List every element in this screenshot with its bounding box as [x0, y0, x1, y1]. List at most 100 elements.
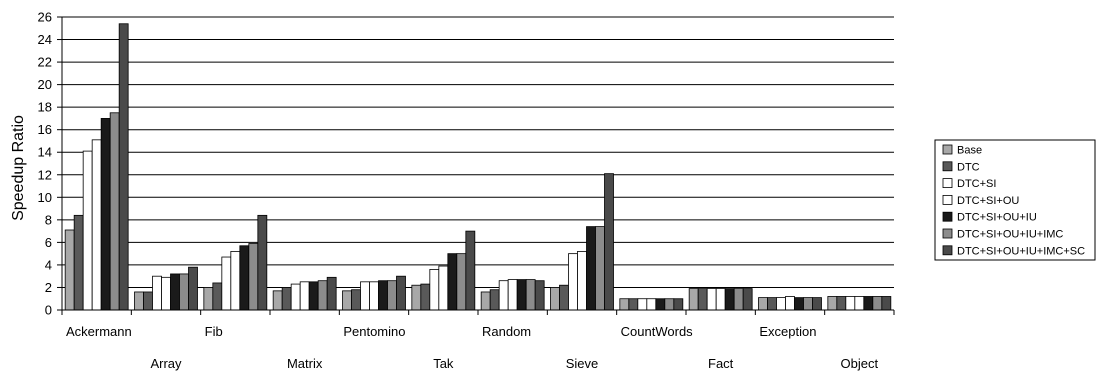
bar — [550, 287, 560, 311]
bar — [664, 298, 675, 311]
bar — [827, 296, 838, 311]
bar — [845, 296, 856, 311]
category-label: Ackermann — [66, 324, 132, 339]
bar — [785, 296, 795, 311]
bar — [299, 281, 310, 311]
x-axis-categories: Ackermann Array Fib Matrix Pentomino Tak Rando… — [66, 324, 879, 371]
bar-series — [64, 23, 892, 311]
bar — [706, 288, 717, 311]
legend-box — [934, 139, 1096, 261]
y-tick-label: 2 — [45, 280, 52, 295]
bar — [257, 214, 268, 311]
y-tick-label: 6 — [45, 235, 52, 250]
bar — [420, 283, 431, 311]
bar — [697, 288, 708, 311]
legend-swatch — [942, 211, 953, 222]
bar — [568, 253, 578, 311]
bar — [881, 296, 892, 311]
bar — [872, 296, 883, 311]
bar — [230, 250, 241, 311]
bar — [378, 280, 388, 311]
y-tick-label: 18 — [38, 100, 52, 115]
bar — [438, 265, 449, 311]
bar — [64, 229, 75, 311]
bar — [812, 297, 822, 311]
grid-lines — [62, 16, 894, 288]
bar — [637, 298, 648, 311]
bar — [586, 226, 596, 311]
bar — [248, 243, 259, 311]
y-tick-label: 20 — [38, 77, 52, 92]
bar — [534, 280, 545, 311]
legend-label: DTC+SI+OU+IU+IMC — [957, 229, 1063, 241]
bar — [100, 118, 111, 311]
bar — [73, 214, 84, 311]
y-tick-label: 12 — [38, 167, 52, 182]
bar — [170, 273, 180, 311]
y-tick-label: 0 — [45, 303, 52, 318]
legend: Base DTC DTC+SI DTC+SI+OU DTC+SI+OU+IU DTC+SI… — [934, 139, 1096, 261]
legend-label: DTC — [957, 161, 980, 173]
bar — [854, 296, 865, 311]
bar — [673, 298, 684, 311]
bar — [118, 23, 129, 311]
bar — [326, 276, 337, 311]
bar — [758, 297, 768, 311]
bar — [134, 291, 144, 311]
y-tick-label: 14 — [38, 145, 52, 160]
bar — [498, 280, 509, 311]
bar — [342, 290, 352, 311]
bar — [447, 253, 458, 311]
legend-swatch — [942, 245, 953, 256]
y-axis-label: Speedup Ratio — [10, 115, 27, 221]
bar — [489, 289, 500, 311]
legend-swatch — [942, 144, 953, 155]
bar — [465, 230, 476, 311]
y-tick-label: 8 — [45, 212, 52, 227]
y-tick-label: 4 — [45, 257, 52, 272]
bar — [351, 289, 361, 311]
bar — [239, 245, 250, 311]
legend-swatch — [942, 228, 953, 239]
bar — [863, 296, 874, 311]
y-tick-label: 26 — [38, 10, 52, 25]
bar — [724, 288, 735, 311]
category-label: CountWords — [621, 324, 694, 339]
bar — [387, 280, 397, 311]
category-label: Exception — [759, 324, 816, 339]
bar — [619, 298, 630, 311]
bar — [456, 253, 467, 311]
bar — [82, 150, 93, 311]
y-tick-label: 16 — [38, 122, 52, 137]
legend-swatch — [942, 178, 953, 189]
category-label: Pentomino — [343, 324, 405, 339]
bar — [559, 284, 569, 311]
bar — [91, 139, 102, 311]
bar — [179, 273, 189, 311]
category-label: Tak — [433, 356, 454, 371]
bar — [480, 291, 491, 311]
y-tick-label: 24 — [38, 32, 52, 47]
bar — [688, 288, 699, 311]
bar — [646, 298, 657, 311]
bar — [595, 226, 605, 311]
bar — [507, 279, 518, 311]
bar — [109, 112, 120, 311]
bar — [742, 288, 753, 311]
legend-label: DTC+SI — [957, 178, 996, 190]
bar — [604, 173, 614, 311]
bar — [628, 298, 639, 311]
bar — [767, 297, 777, 311]
bar — [396, 275, 406, 311]
bar — [188, 266, 198, 311]
bar — [272, 290, 283, 311]
legend-label: DTC+SI+OU+IU+IMC+SC — [957, 245, 1085, 257]
category-label: Matrix — [287, 356, 323, 371]
category-label: Object — [841, 356, 879, 371]
bar — [516, 279, 527, 311]
bar — [212, 282, 223, 311]
category-label: Array — [150, 356, 182, 371]
legend-label: DTC+SI+OU — [957, 195, 1019, 207]
bar — [203, 287, 214, 311]
bar — [429, 269, 440, 311]
